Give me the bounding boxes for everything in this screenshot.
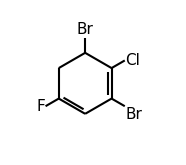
Text: Br: Br bbox=[77, 22, 94, 37]
Text: Cl: Cl bbox=[125, 53, 140, 68]
Text: F: F bbox=[36, 99, 45, 114]
Text: Br: Br bbox=[125, 107, 142, 121]
